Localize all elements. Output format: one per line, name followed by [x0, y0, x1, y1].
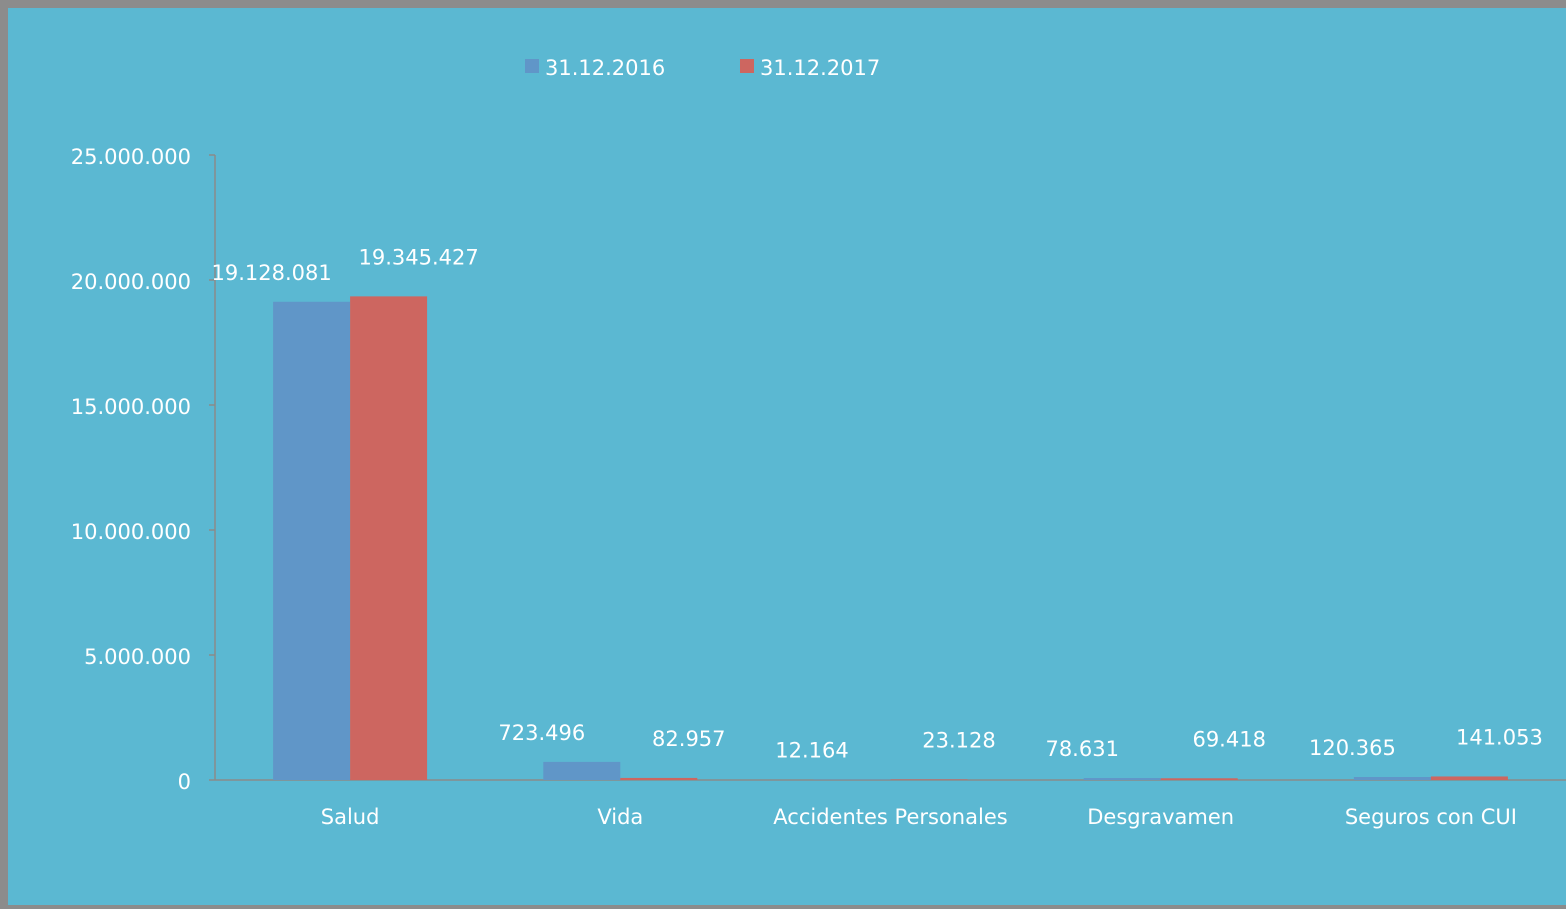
- bar: [543, 761, 621, 780]
- bar: [1430, 776, 1508, 780]
- y-tick-label: 5.000.000: [84, 645, 191, 669]
- legend-swatch: [525, 59, 539, 73]
- bar: [273, 301, 351, 780]
- x-tick-label: Seguros con CUI: [1345, 805, 1517, 829]
- value-label: 723.496: [498, 721, 585, 745]
- value-label: 23.128: [922, 728, 995, 752]
- value-label: 141.053: [1456, 725, 1543, 749]
- y-tick-label: 15.000.000: [71, 395, 191, 419]
- y-tick-label: 20.000.000: [71, 270, 191, 294]
- x-tick-label: Salud: [321, 805, 380, 829]
- value-label: 120.365: [1309, 736, 1396, 760]
- value-label: 69.418: [1192, 727, 1265, 751]
- value-label: 19.128.081: [211, 261, 331, 285]
- bar: [890, 779, 968, 780]
- legend-label: 31.12.2016: [545, 56, 665, 80]
- x-tick-label: Desgravamen: [1087, 805, 1234, 829]
- legend-label: 31.12.2017: [760, 56, 880, 80]
- plot-background: [8, 8, 1566, 905]
- bar: [1353, 776, 1431, 780]
- legend-swatch: [740, 59, 754, 73]
- bar: [350, 296, 428, 780]
- y-tick-label: 0: [178, 770, 191, 794]
- bar: [1160, 778, 1238, 780]
- value-label: 12.164: [775, 739, 848, 763]
- x-tick-label: Vida: [597, 805, 643, 829]
- value-label: 78.631: [1045, 737, 1118, 761]
- bar: [1083, 778, 1161, 780]
- y-tick-label: 25.000.000: [71, 145, 191, 169]
- x-tick-label: Accidentes Personales: [773, 805, 1007, 829]
- bar: [620, 777, 698, 780]
- value-label: 82.957: [652, 727, 725, 751]
- y-tick-label: 10.000.000: [71, 520, 191, 544]
- value-label: 19.345.427: [358, 245, 478, 269]
